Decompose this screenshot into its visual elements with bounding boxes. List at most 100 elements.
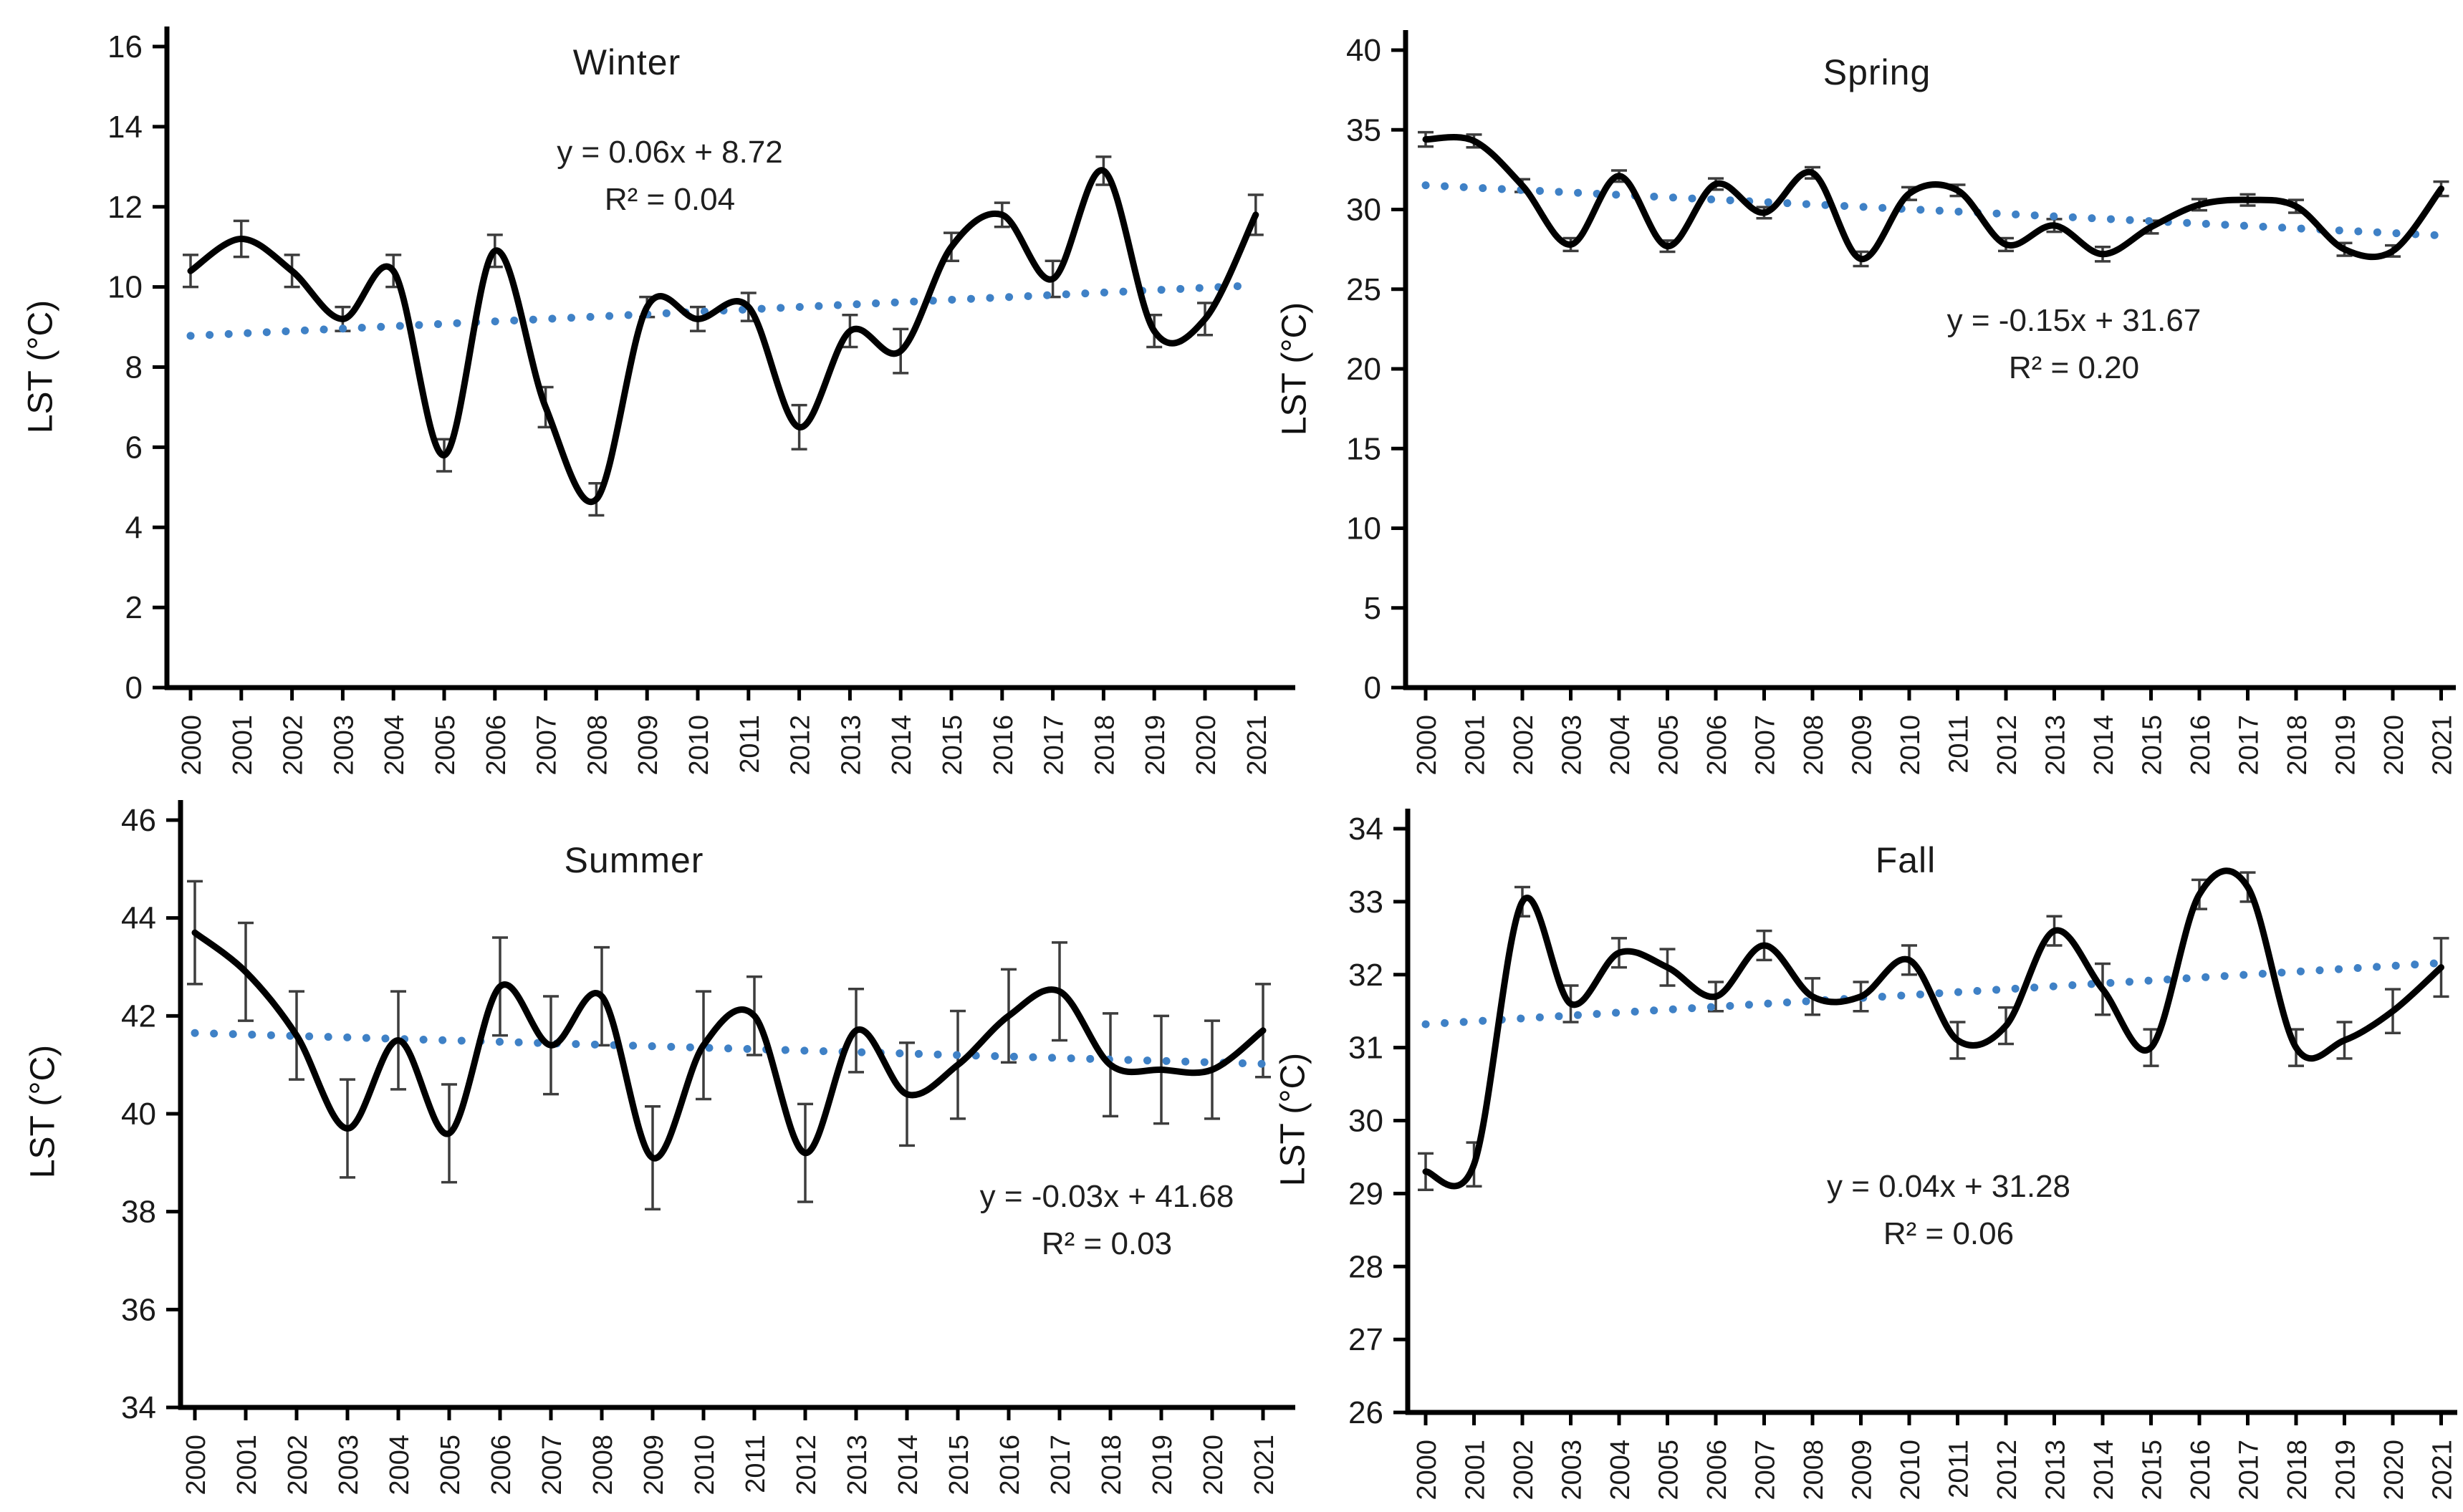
x-tick-label: 2020 [1199,1435,1229,1496]
chart-title-winter: Winter [572,42,681,82]
x-tick-label: 2021 [1242,715,1272,776]
data-curve [1422,867,2444,1190]
x-tick-label: 2019 [1141,715,1171,776]
r-squared-label: R² = 0.03 [1041,1226,1173,1261]
trend-annotation-spring: y = -0.15x + 31.67 R² = 0.20 [1947,297,2202,392]
data-curve [187,167,1259,505]
y-tick-label: 25 [1346,272,1381,307]
x-tick-label: 2019 [2331,1440,2361,1501]
x-tick-label: 2010 [684,715,714,776]
trend-line [1421,181,2445,240]
x-tick-label: 2011 [1944,715,1974,774]
x-tick-label: 2009 [639,1435,669,1496]
x-tick-label: 2013 [836,715,866,776]
y-tick-label: 14 [107,110,143,145]
x-tick-label: 2015 [2138,1440,2168,1501]
x-tick-label: 2006 [481,715,512,776]
x-tick-label: 2003 [1557,715,1588,776]
x-tick-label: 2001 [228,715,258,776]
x-tick-label: 2012 [1992,715,2022,776]
x-tick-label: 2007 [537,1435,567,1496]
r-squared-label: R² = 0.04 [604,182,736,217]
x-tick-label: 2011 [735,715,765,774]
y-tick-label: 15 [1346,431,1381,466]
y-tick-label: 42 [121,998,156,1034]
y-tick-label: 10 [1346,511,1381,546]
x-tick-label: 2011 [1944,1440,1974,1498]
y-tick-label: 12 [107,190,143,225]
y-tick-label: 40 [1346,33,1381,68]
y-tick-label: 6 [125,430,143,465]
y-tick-label: 40 [121,1097,156,1132]
x-tick-label: 2007 [1751,1440,1781,1501]
chart-title-fall: Fall [1875,840,1936,880]
y-tick-label: 28 [1348,1249,1383,1284]
x-tick-label: 2004 [1605,715,1636,776]
x-tick-label: 2008 [1799,1440,1829,1501]
x-tick-label: 2015 [2138,715,2168,776]
y-tick-label: 32 [1348,958,1383,993]
x-tick-label: 2007 [1751,715,1781,776]
y-tick-label: 26 [1348,1395,1383,1430]
x-tick-label: 2006 [1702,1440,1732,1501]
trend-line [186,281,1260,340]
x-tick-label: 2008 [582,715,613,776]
x-tick-label: 2016 [995,1435,1025,1496]
x-tick-label: 2001 [1461,1440,1491,1501]
trend-annotation-summer: y = -0.03x + 41.68 R² = 0.03 [980,1173,1234,1268]
y-tick-label: 20 [1346,352,1381,387]
y-tick-label: 34 [121,1390,156,1425]
x-tick-label: 2002 [1509,715,1539,776]
x-tick-label: 2007 [532,715,562,776]
x-tick-label: 2014 [893,1435,923,1496]
x-tick-label: 2003 [1557,1440,1588,1501]
x-tick-label: 2005 [431,715,461,776]
x-tick-label: 2000 [177,715,207,776]
x-tick-label: 2008 [1799,715,1829,776]
x-tick-label: 2006 [1702,715,1732,776]
data-curve [191,929,1267,1162]
x-tick-label: 2015 [944,1435,974,1496]
x-tick-label: 2014 [2089,1440,2119,1501]
x-tick-label: 2010 [1896,1440,1926,1501]
y-tick-label: 2 [125,590,143,625]
y-tick-label: 0 [125,670,143,706]
chart-title-summer: Summer [564,840,704,880]
y-tick-label: 8 [125,350,143,385]
x-tick-label: 2019 [1148,1435,1178,1496]
x-tick-label: 2000 [1412,1440,1442,1501]
x-tick-label: 2003 [329,715,359,776]
x-tick-label: 2008 [588,1435,618,1496]
x-tick-label: 2021 [1249,1435,1279,1496]
x-tick-label: 2021 [2428,1440,2458,1501]
x-tick-label: 2005 [436,1435,466,1496]
x-tick-label: 2004 [380,715,410,776]
y-tick-label: 4 [125,510,143,545]
x-tick-label: 2016 [2186,715,2216,776]
r-squared-label: R² = 0.06 [1883,1216,2015,1251]
x-tick-label: 2001 [1461,715,1491,776]
y-tick-label: 29 [1348,1176,1383,1211]
x-tick-label: 2017 [2234,715,2265,776]
y-tick-label: 33 [1348,885,1383,920]
x-tick-label: 2017 [2234,1440,2265,1501]
x-tick-label: 2005 [1654,1440,1684,1501]
x-tick-label: 2012 [786,715,816,776]
x-tick-label: 2012 [1992,1440,2022,1501]
y-tick-label: 16 [107,29,143,64]
x-tick-label: 2013 [842,1435,873,1496]
y-tick-label: 0 [1364,670,1381,706]
x-tick-label: 2016 [989,715,1019,776]
y-axis-title-fall: LST (°C) [1274,1052,1312,1187]
trend-annotation-fall: y = 0.04x + 31.28 R² = 0.06 [1827,1163,2070,1258]
y-tick-label: 34 [1348,812,1383,847]
x-tick-label: 2012 [792,1435,822,1496]
x-tick-label: 2018 [1090,715,1120,776]
y-tick-label: 10 [107,270,143,305]
